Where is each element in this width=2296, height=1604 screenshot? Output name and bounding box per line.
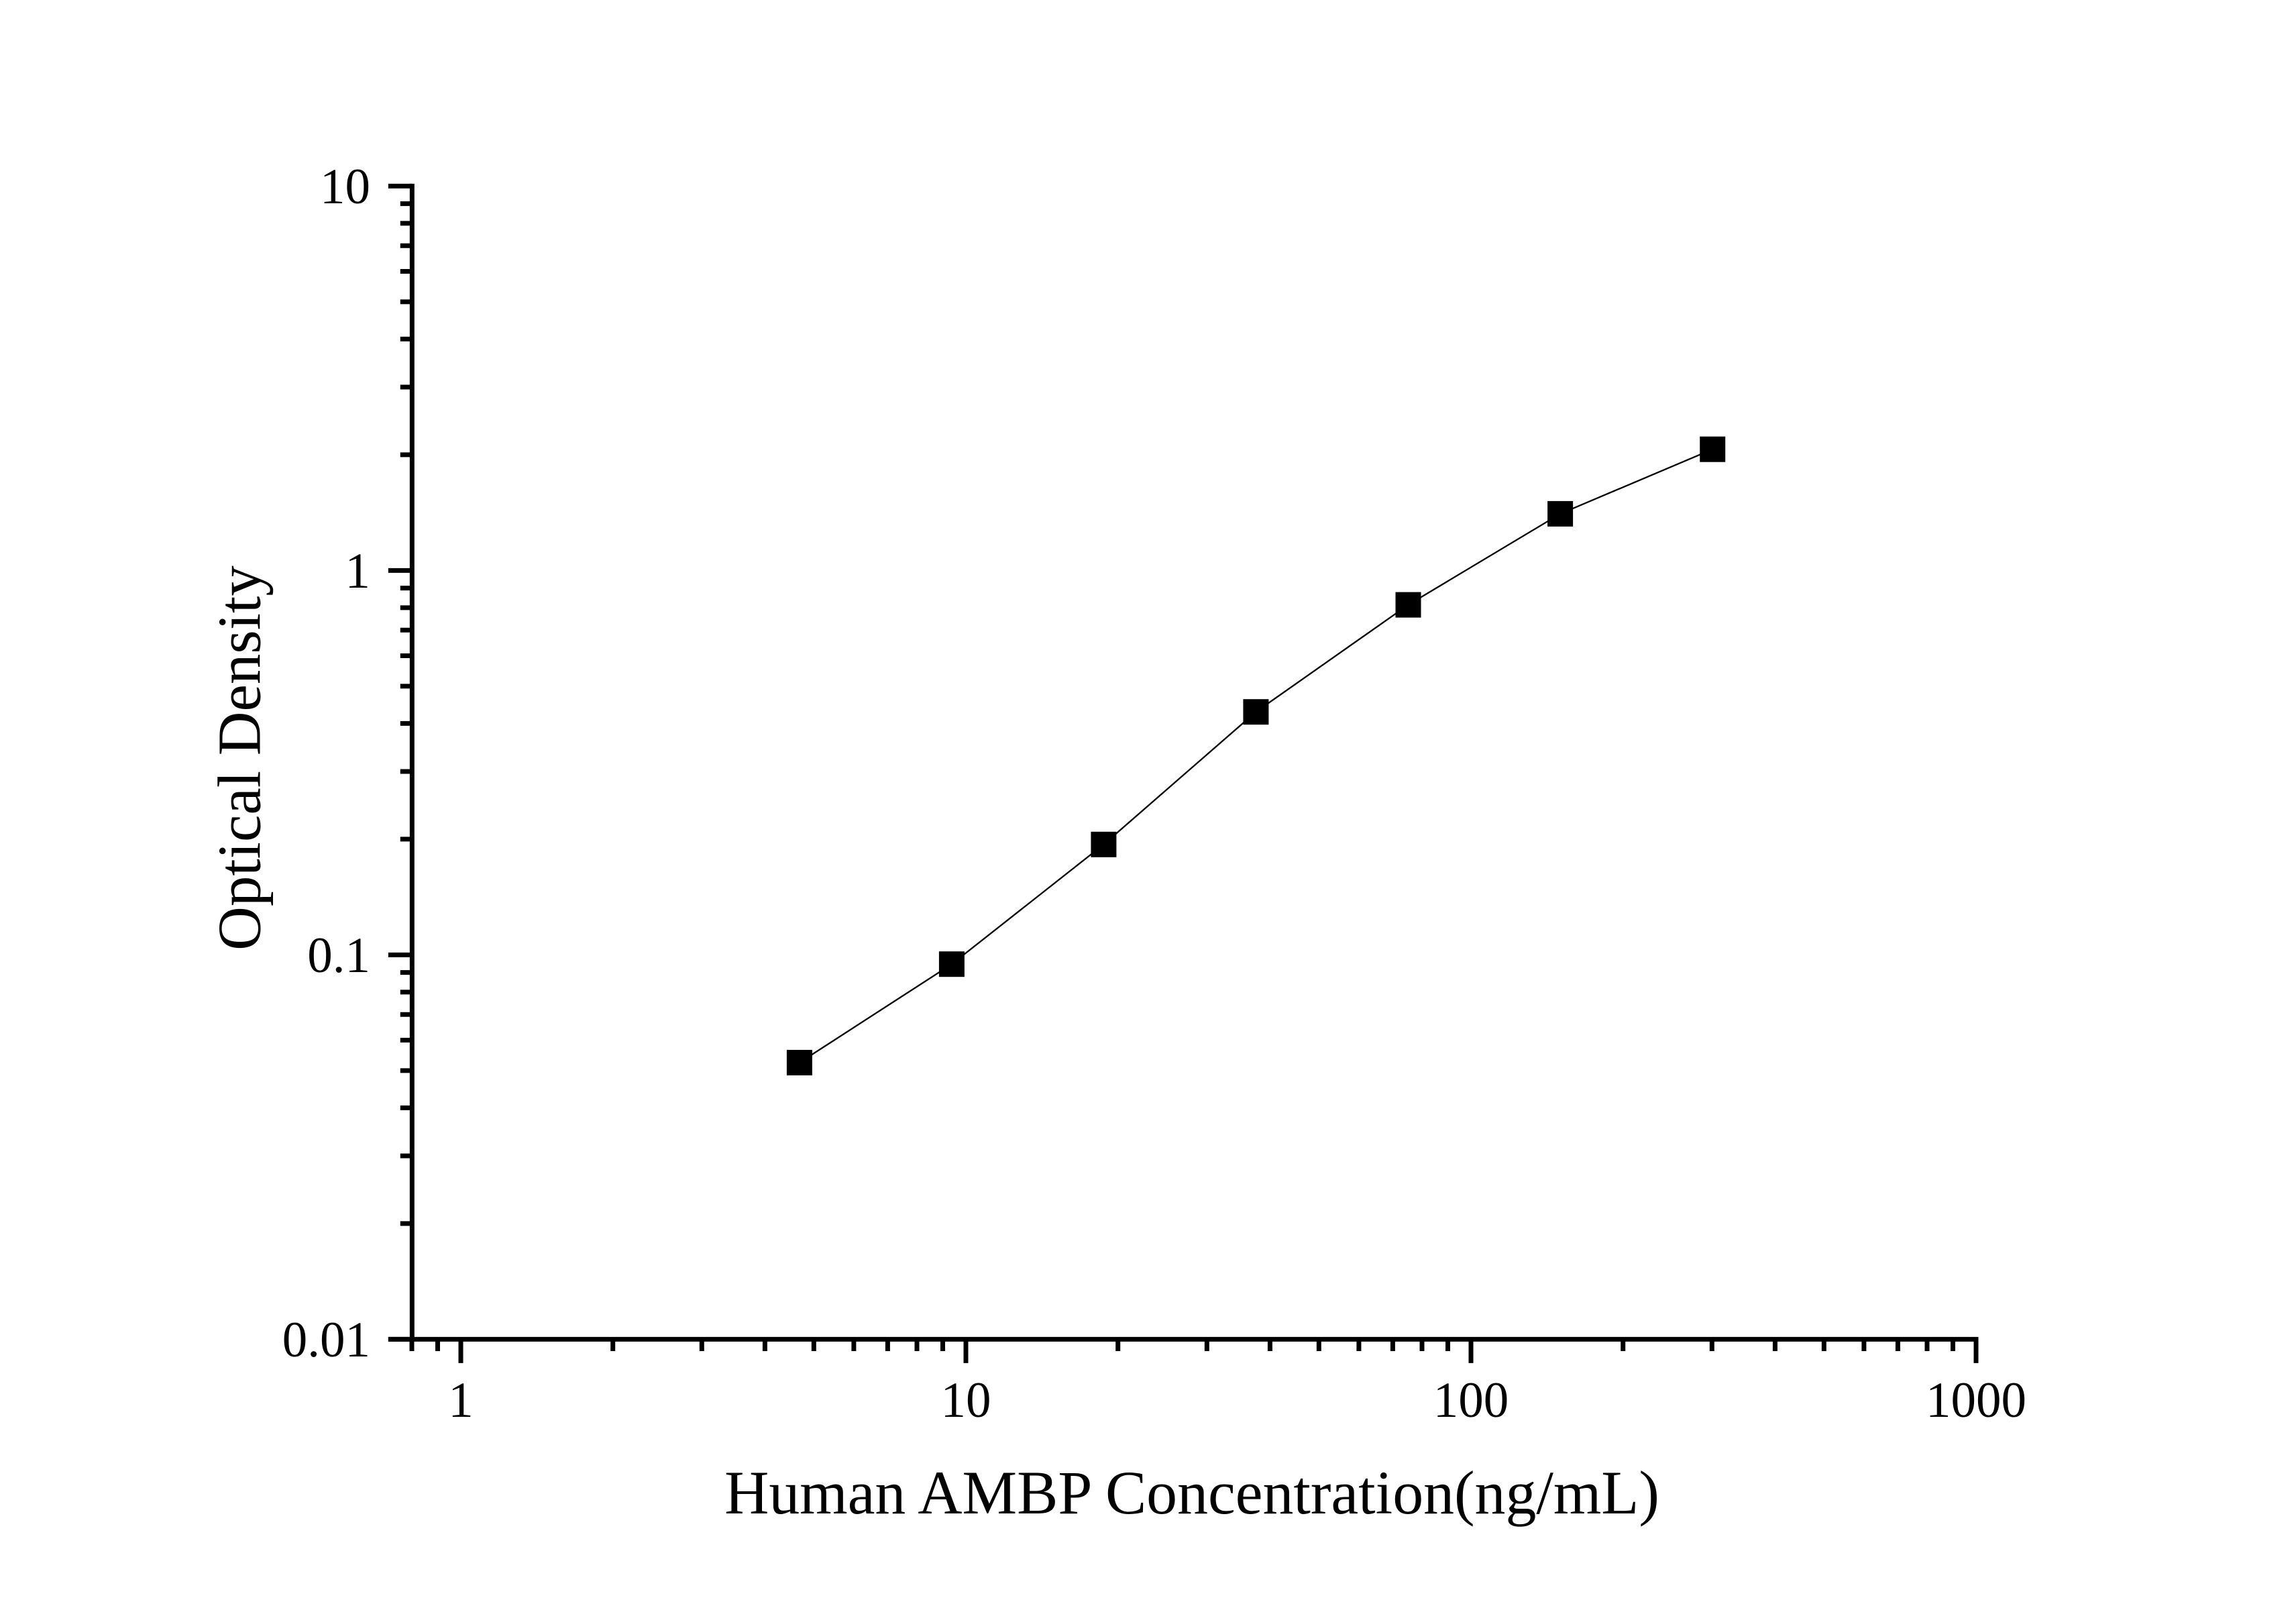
- svg-text:10: 10: [941, 1373, 991, 1428]
- svg-text:Optical Density: Optical Density: [206, 566, 274, 951]
- svg-text:1000: 1000: [1926, 1373, 2026, 1428]
- svg-text:100: 100: [1433, 1373, 1509, 1428]
- svg-text:1: 1: [448, 1373, 474, 1428]
- svg-text:0.01: 0.01: [282, 1312, 370, 1368]
- svg-text:10: 10: [320, 159, 370, 215]
- svg-text:1: 1: [345, 543, 371, 599]
- svg-text:Human AMBP Concentration(ng/mL: Human AMBP Concentration(ng/mL): [724, 1458, 1659, 1527]
- svg-text:0.1: 0.1: [307, 928, 370, 983]
